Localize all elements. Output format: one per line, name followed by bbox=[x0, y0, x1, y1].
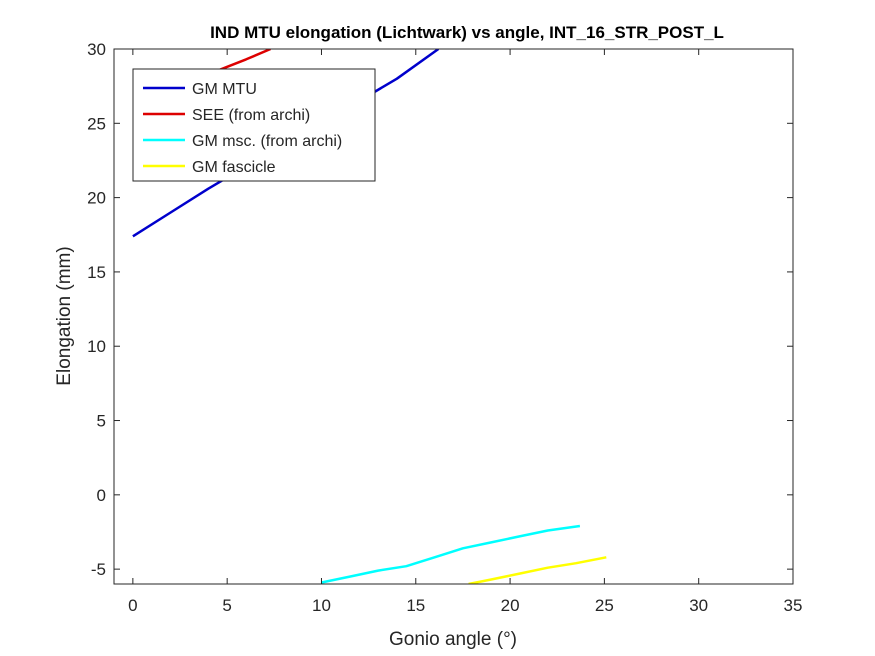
legend-label: GM fascicle bbox=[192, 159, 276, 176]
x-axis-label: Gonio angle (°) bbox=[389, 629, 517, 650]
y-tick-label: 30 bbox=[87, 40, 106, 59]
y-tick-label: 25 bbox=[87, 114, 106, 133]
y-axis-label: Elongation (mm) bbox=[54, 246, 75, 385]
legend-label: GM msc. (from archi) bbox=[192, 133, 342, 150]
series-line-gm-fascicle bbox=[468, 556, 607, 584]
y-tick-label: 10 bbox=[87, 337, 106, 356]
x-tick-label: 5 bbox=[222, 596, 231, 615]
legend-label: GM MTU bbox=[192, 81, 257, 98]
legend-label: SEE (from archi) bbox=[192, 107, 310, 124]
y-tick-label: 0 bbox=[97, 486, 106, 505]
chart-title: IND MTU elongation (Lichtwark) vs angle,… bbox=[210, 23, 724, 42]
x-tick-label: 10 bbox=[312, 596, 331, 615]
x-tick-label: 20 bbox=[501, 596, 520, 615]
axes-box bbox=[113, 48, 794, 585]
y-tick-label: -5 bbox=[91, 560, 106, 579]
series-line-gm-msc-from-archi bbox=[321, 524, 581, 584]
x-tick-label: 30 bbox=[689, 596, 708, 615]
x-tick-label: 0 bbox=[128, 596, 137, 615]
y-tick-label: 20 bbox=[87, 189, 106, 208]
legend: GM MTU SEE (from archi) GM msc. (from arch… bbox=[132, 68, 376, 182]
axes-layer: 0 5 10 15 20 25 30 35 -5 0 5 10 15 20 25 30 bbox=[87, 40, 802, 615]
x-tick-label: 15 bbox=[406, 596, 425, 615]
y-tick-label: 15 bbox=[87, 263, 106, 282]
x-tick-label: 25 bbox=[595, 596, 614, 615]
y-tick-label: 5 bbox=[97, 412, 106, 431]
x-tick-label: 35 bbox=[784, 596, 803, 615]
